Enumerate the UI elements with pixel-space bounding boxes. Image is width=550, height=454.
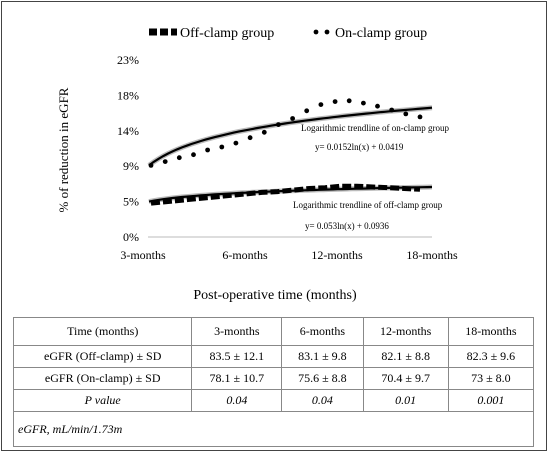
table-cell: eGFR (On-clamp) ± SD [12, 367, 193, 390]
on-clamp-point [191, 152, 196, 158]
table-header-cell: 3-months [191, 317, 283, 346]
y-tick-label: 23% [117, 53, 139, 67]
on-clamp-point [176, 155, 182, 161]
table-cell: 82.3 ± 9.6 [447, 345, 535, 368]
legend-label-on-clamp: On-clamp group [335, 26, 427, 41]
trendline-on-clamp [148, 106, 433, 167]
table-cell: 78.1 ± 10.7 [191, 367, 283, 390]
table-header-cell: 12-months [362, 317, 449, 346]
table-row: eGFR (On-clamp) ± SD 78.1 ± 10.7 75.6 ± … [12, 367, 535, 390]
legend-marker-on-clamp [313, 29, 330, 35]
table-header-cell: Time (months) [12, 317, 193, 346]
table-cell: eGFR (Off-clamp) ± SD [12, 345, 193, 368]
y-axis-title: % of reduction in eGFR [56, 87, 71, 212]
table-header-row: Time (months) 3-months 6-months 12-month… [12, 317, 535, 346]
table-note-row: eGFR, mL/min/1.73m [13, 411, 534, 447]
table-note: eGFR, mL/min/1.73m [13, 411, 534, 447]
table-row: P value 0.04 0.04 0.01 0.001 [12, 389, 535, 412]
on-clamp-point [205, 147, 211, 153]
x-axis-title: Post-operative time (months) [193, 288, 357, 303]
on-clamp-point [233, 140, 239, 146]
y-tick-label: 14% [117, 124, 139, 138]
legend-label-off-clamp: Off-clamp group [180, 26, 274, 41]
on-clamp-point [261, 129, 267, 135]
table-cell: 83.1 ± 9.8 [281, 345, 364, 368]
on-clamp-point [403, 111, 409, 117]
trendline-label-on-clamp: Logarithmic trendline of on-clamp group [301, 123, 449, 133]
on-clamp-point [290, 116, 295, 121]
on-clamp-point [332, 99, 338, 104]
on-clamp-point [219, 144, 225, 150]
trendline-label-off-clamp: Logarithmic trendline of off-clamp group [293, 200, 443, 210]
x-tick-labels: 3-months 6-months 12-months 18-months [120, 248, 458, 262]
x-tick-label: 6-months [222, 248, 268, 262]
on-clamp-point [346, 98, 352, 104]
on-clamp-point [304, 108, 310, 114]
trendline-shadow-on-clamp [147, 105, 433, 168]
table-header-cell: 18-months [447, 317, 535, 346]
y-tick-labels: 0% 5% 9% 14% 18% 23% [117, 53, 139, 244]
y-tick-label: 5% [123, 195, 139, 209]
table-row: eGFR (Off-clamp) ± SD 83.5 ± 12.1 83.1 ±… [12, 345, 535, 368]
chart: Off-clamp group On-clamp group % of redu… [56, 26, 458, 262]
trendline-equation-off-clamp: y= 0.053ln(x) + 0.0936 [305, 221, 389, 231]
on-clamp-point [276, 122, 281, 127]
y-tick-label: 18% [117, 88, 139, 102]
table-cell: 73 ± 8.0 [447, 367, 535, 390]
table-cell: 0.001 [447, 389, 535, 412]
table-cell: P value [12, 389, 193, 412]
on-clamp-point [247, 135, 253, 141]
on-clamp-point [375, 103, 380, 109]
series [148, 98, 423, 206]
off-clamp-series-line [150, 183, 421, 206]
table-cell: 82.1 ± 8.8 [362, 345, 449, 368]
table-cell: 75.6 ± 8.8 [281, 367, 364, 390]
table-cell: 83.5 ± 12.1 [191, 345, 283, 368]
on-clamp-point [318, 102, 324, 107]
data-table: Time (months) 3-months 6-months 12-month… [12, 317, 535, 447]
table-cell: 0.04 [281, 389, 364, 412]
x-tick-label: 3-months [120, 248, 166, 262]
on-clamp-point [417, 114, 423, 120]
on-clamp-point [148, 163, 154, 168]
table-header-cell: 6-months [281, 317, 364, 346]
on-clamp-point [361, 100, 366, 106]
trendline-equation-on-clamp: y= 0.0152ln(x) + 0.0419 [315, 142, 404, 152]
table-cell: 0.01 [362, 389, 449, 412]
on-clamp-point [162, 159, 168, 165]
x-tick-label: 18-months [406, 248, 458, 262]
table-cell: 70.4 ± 9.7 [362, 367, 449, 390]
on-clamp-point [389, 107, 395, 113]
x-tick-label: 12-months [311, 248, 363, 262]
table-cell: 0.04 [191, 389, 283, 412]
y-tick-label: 9% [123, 159, 139, 173]
y-tick-label: 0% [123, 230, 139, 244]
